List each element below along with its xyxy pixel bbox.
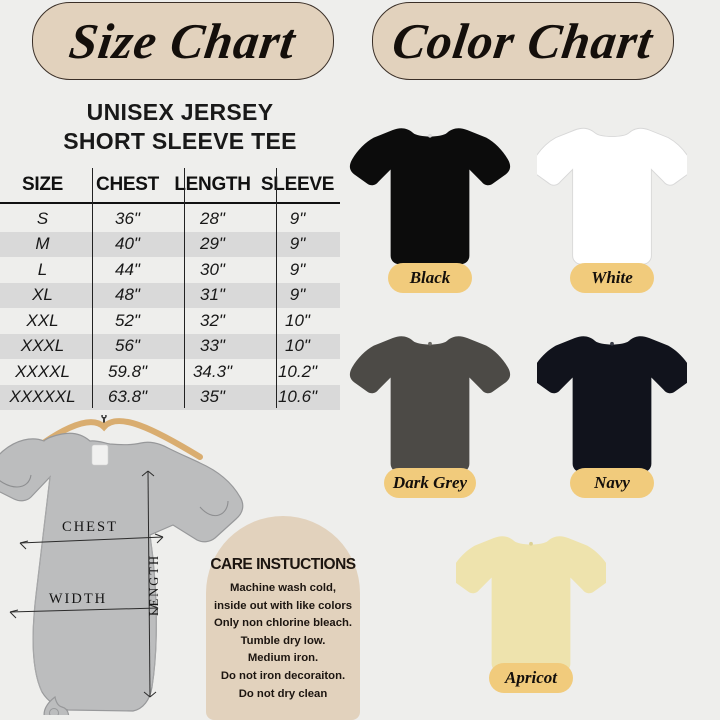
svg-text:LENGTH: LENGTH [147,554,161,616]
svg-text:WIDTH: WIDTH [49,591,107,607]
svg-text:CHEST: CHEST [62,519,118,535]
